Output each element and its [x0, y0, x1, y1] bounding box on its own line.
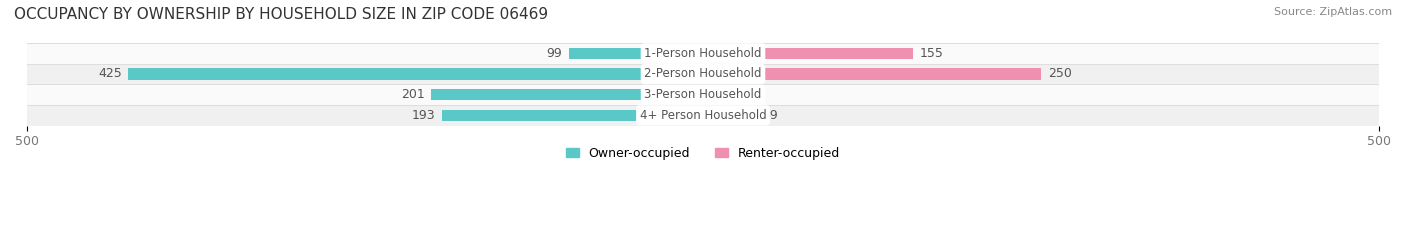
Bar [703, 89, 721, 100]
Text: 13: 13 [727, 88, 744, 101]
Text: 425: 425 [98, 67, 122, 80]
Bar [27, 64, 1379, 84]
Legend: Owner-occupied, Renter-occupied: Owner-occupied, Renter-occupied [561, 142, 845, 165]
Text: 155: 155 [920, 47, 943, 60]
Bar [703, 68, 1040, 80]
Bar [703, 110, 756, 121]
Text: 201: 201 [401, 88, 425, 101]
Bar [128, 68, 703, 80]
Text: 1-Person Household: 1-Person Household [644, 47, 762, 60]
Bar [432, 89, 703, 100]
Bar [569, 48, 703, 59]
Text: 193: 193 [412, 109, 436, 122]
Bar [27, 43, 1379, 64]
Text: 99: 99 [547, 47, 562, 60]
Text: 2-Person Household: 2-Person Household [644, 67, 762, 80]
Text: 39: 39 [762, 109, 779, 122]
Text: 4+ Person Household: 4+ Person Household [640, 109, 766, 122]
Text: Source: ZipAtlas.com: Source: ZipAtlas.com [1274, 7, 1392, 17]
Bar [27, 105, 1379, 126]
Bar [703, 48, 912, 59]
Text: 250: 250 [1047, 67, 1071, 80]
Bar [27, 84, 1379, 105]
Text: OCCUPANCY BY OWNERSHIP BY HOUSEHOLD SIZE IN ZIP CODE 06469: OCCUPANCY BY OWNERSHIP BY HOUSEHOLD SIZE… [14, 7, 548, 22]
Bar [441, 110, 703, 121]
Text: 3-Person Household: 3-Person Household [644, 88, 762, 101]
